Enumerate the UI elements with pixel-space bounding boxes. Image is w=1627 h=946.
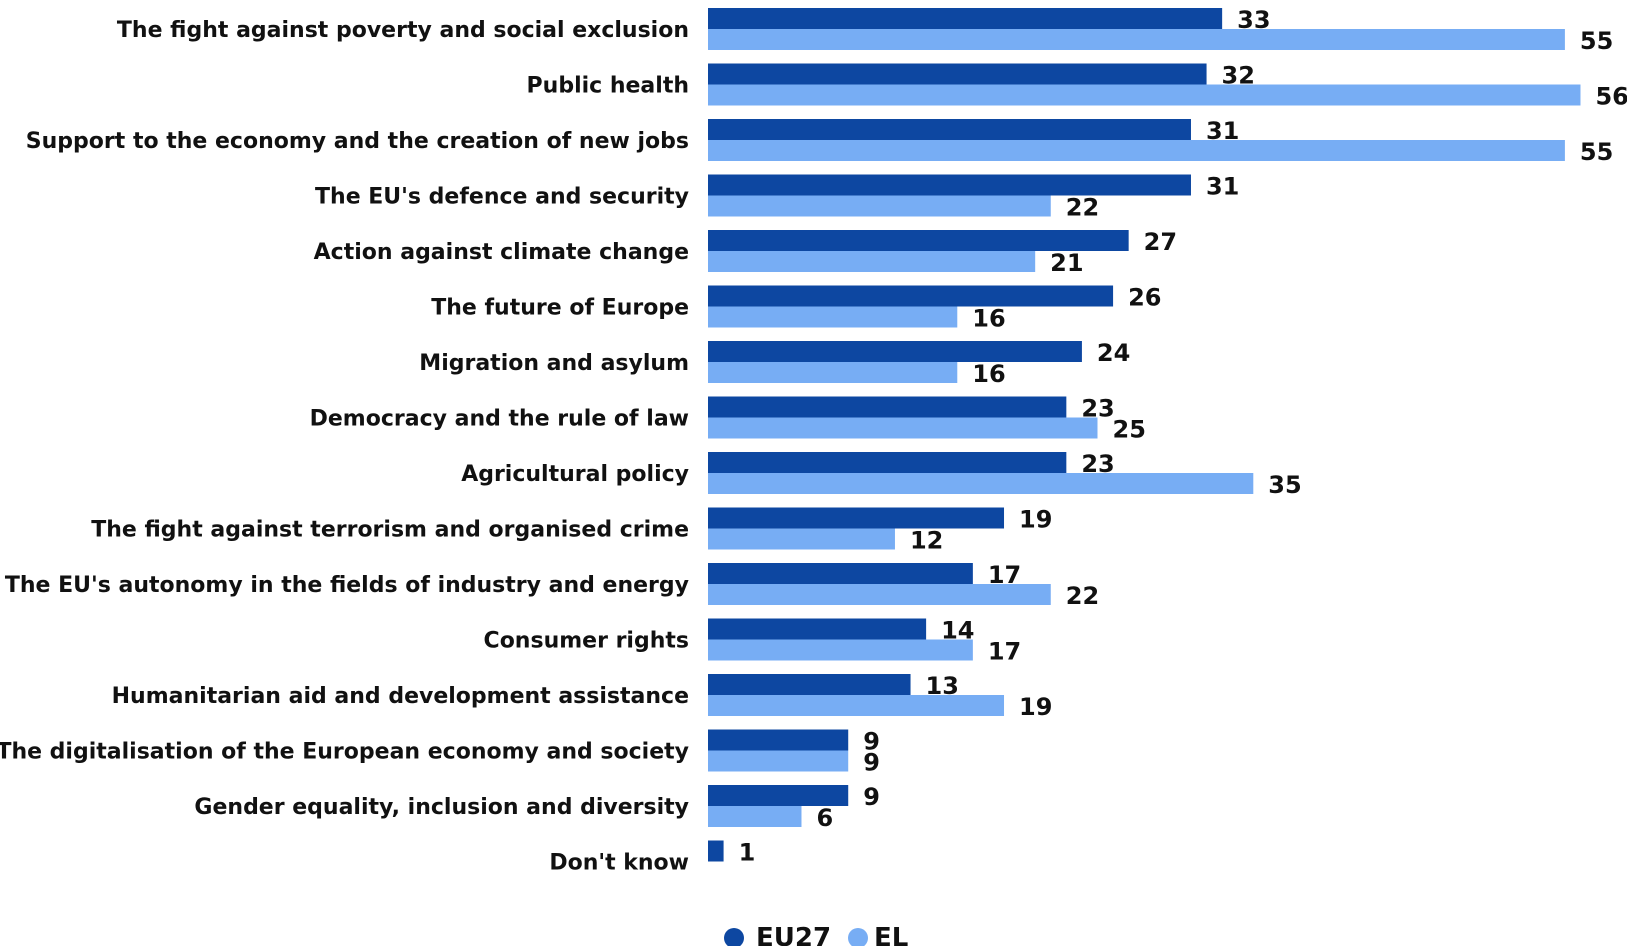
value-label-eu27-consumer-rights: 14: [941, 617, 974, 645]
bar-el-public-health: [708, 84, 1581, 106]
bar-eu27-consumer-rights: [708, 618, 927, 640]
value-label-eu27-public-health: 32: [1222, 62, 1255, 90]
value-label-eu27-the-digitalisation-of-the-european-economy-and-society: 9: [863, 728, 880, 756]
value-label-el-the-eu-s-autonomy-in-the-fields-of-industry-and-energy: 22: [1066, 582, 1099, 610]
bar-el-consumer-rights: [708, 639, 973, 661]
value-label-eu27-the-fight-against-poverty-and-social-exclusion: 33: [1237, 6, 1270, 34]
bar-eu27-the-future-of-europe: [708, 285, 1114, 307]
bar-el-the-digitalisation-of-the-european-economy-and-society: [708, 750, 849, 772]
bar-eu27-migration-and-asylum: [708, 341, 1082, 362]
bar-el-gender-equality-inclusion-and-diversity: [708, 806, 802, 827]
bar-eu27-the-eu-s-defence-and-security: [708, 174, 1191, 196]
category-label-don-t-know: Don't know: [549, 851, 689, 876]
category-label-consumer-rights: Consumer rights: [484, 629, 689, 654]
bar-eu27-public-health: [708, 63, 1207, 85]
category-label-gender-equality-inclusion-and-diversity: Gender equality, inclusion and diversity: [194, 795, 689, 820]
legend-label-el: EL: [874, 923, 908, 946]
bar-eu27-support-to-the-economy-and-the-creation-of-new-jobs: [708, 119, 1191, 140]
value-label-eu27-the-fight-against-terrorism-and-organised-crime: 19: [1019, 506, 1052, 534]
legend: EU27 EL: [724, 923, 908, 946]
bar-eu27-don-t-know: [708, 840, 724, 862]
category-label-democracy-and-the-rule-of-law: Democracy and the rule of law: [310, 407, 689, 432]
value-label-el-support-to-the-economy-and-the-creation-of-new-jobs: 55: [1580, 138, 1613, 166]
bar-eu27-humanitarian-aid-and-development-assistance: [708, 674, 911, 695]
bar-eu27-the-digitalisation-of-the-european-economy-and-society: [708, 729, 849, 751]
value-label-eu27-agricultural-policy: 23: [1081, 450, 1114, 478]
value-label-el-gender-equality-inclusion-and-diversity: 6: [816, 804, 833, 832]
category-label-public-health: Public health: [527, 74, 689, 99]
category-label-the-eu-s-defence-and-security: The EU's defence and security: [315, 185, 689, 210]
bars-layer: [708, 8, 1581, 862]
bar-el-the-eu-s-defence-and-security: [708, 195, 1051, 217]
value-label-eu27-support-to-the-economy-and-the-creation-of-new-jobs: 31: [1206, 117, 1239, 145]
bar-eu27-gender-equality-inclusion-and-diversity: [708, 785, 849, 806]
category-label-agricultural-policy: Agricultural policy: [461, 462, 689, 487]
bar-eu27-the-fight-against-poverty-and-social-exclusion: [708, 8, 1223, 29]
value-label-eu27-humanitarian-aid-and-development-assistance: 13: [926, 672, 959, 700]
value-label-el-public-health: 56: [1595, 83, 1627, 111]
bar-el-action-against-climate-change: [708, 251, 1036, 272]
bar-eu27-agricultural-policy: [708, 452, 1067, 473]
value-label-el-humanitarian-aid-and-development-assistance: 19: [1019, 693, 1052, 721]
value-label-eu27-don-t-know: 1: [739, 839, 756, 867]
bar-eu27-democracy-and-the-rule-of-law: [708, 396, 1067, 418]
bar-eu27-the-fight-against-terrorism-and-organised-crime: [708, 507, 1005, 529]
legend-label-eu27: EU27: [756, 923, 831, 946]
category-label-the-future-of-europe: The future of Europe: [431, 296, 689, 321]
value-label-el-the-fight-against-poverty-and-social-exclusion: 55: [1580, 27, 1613, 55]
legend-marker-eu27: [724, 928, 744, 946]
bar-el-the-fight-against-terrorism-and-organised-crime: [708, 528, 895, 550]
bar-eu27-the-eu-s-autonomy-in-the-fields-of-industry-and-energy: [708, 563, 973, 584]
value-label-el-action-against-climate-change: 21: [1050, 249, 1083, 277]
value-label-el-the-digitalisation-of-the-european-economy-and-society: 9: [863, 749, 880, 777]
value-label-el-agricultural-policy: 35: [1268, 471, 1301, 499]
bar-eu27-action-against-climate-change: [708, 230, 1129, 251]
category-label-the-digitalisation-of-the-european-economy-and-society: The digitalisation of the European econo…: [0, 740, 689, 765]
value-label-eu27-gender-equality-inclusion-and-diversity: 9: [863, 783, 880, 811]
value-label-el-migration-and-asylum: 16: [972, 360, 1005, 388]
labels-layer: The fight against poverty and social exc…: [0, 6, 1627, 876]
category-label-the-fight-against-terrorism-and-organised-crime: The fight against terrorism and organise…: [91, 518, 689, 543]
value-label-eu27-action-against-climate-change: 27: [1144, 228, 1177, 256]
value-label-eu27-the-eu-s-autonomy-in-the-fields-of-industry-and-energy: 17: [988, 561, 1021, 589]
bar-el-agricultural-policy: [708, 473, 1254, 494]
category-label-the-fight-against-poverty-and-social-exclusion: The fight against poverty and social exc…: [117, 18, 689, 43]
value-label-el-consumer-rights: 17: [988, 638, 1021, 666]
legend-marker-el: [848, 928, 868, 946]
bar-el-support-to-the-economy-and-the-creation-of-new-jobs: [708, 140, 1565, 161]
category-label-support-to-the-economy-and-the-creation-of-new-jobs: Support to the economy and the creation …: [26, 129, 689, 154]
value-label-eu27-the-future-of-europe: 26: [1128, 284, 1161, 312]
bar-el-humanitarian-aid-and-development-assistance: [708, 695, 1005, 716]
value-label-eu27-democracy-and-the-rule-of-law: 23: [1081, 395, 1114, 423]
value-label-el-the-eu-s-defence-and-security: 22: [1066, 194, 1099, 222]
bar-el-the-fight-against-poverty-and-social-exclusion: [708, 29, 1565, 50]
value-label-el-the-future-of-europe: 16: [972, 305, 1005, 333]
category-label-humanitarian-aid-and-development-assistance: Humanitarian aid and development assista…: [112, 684, 689, 709]
category-label-action-against-climate-change: Action against climate change: [314, 240, 689, 265]
value-label-el-the-fight-against-terrorism-and-organised-crime: 12: [910, 527, 943, 555]
bar-el-the-eu-s-autonomy-in-the-fields-of-industry-and-energy: [708, 584, 1051, 605]
bar-el-democracy-and-the-rule-of-law: [708, 417, 1098, 439]
category-label-migration-and-asylum: Migration and asylum: [419, 351, 689, 376]
value-label-eu27-migration-and-asylum: 24: [1097, 339, 1130, 367]
value-label-eu27-the-eu-s-defence-and-security: 31: [1206, 173, 1239, 201]
value-label-el-democracy-and-the-rule-of-law: 25: [1113, 416, 1146, 444]
category-label-the-eu-s-autonomy-in-the-fields-of-industry-and-energy: The EU's autonomy in the fields of indus…: [5, 573, 689, 598]
bar-el-the-future-of-europe: [708, 306, 958, 328]
bar-el-migration-and-asylum: [708, 362, 958, 383]
